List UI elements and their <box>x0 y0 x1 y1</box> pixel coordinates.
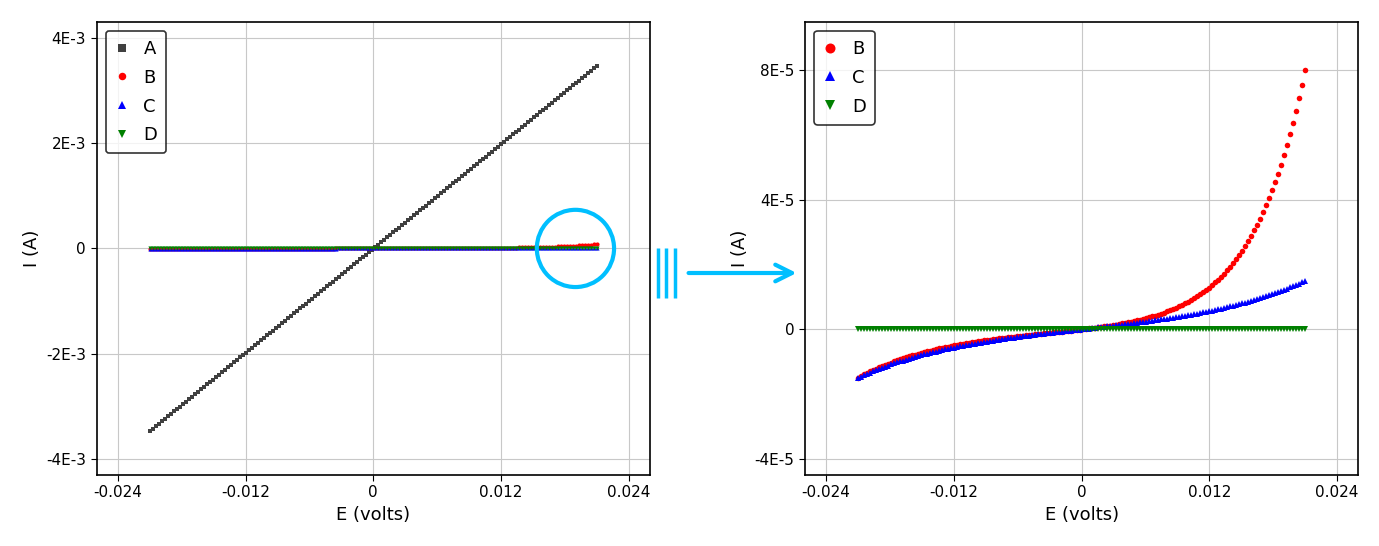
A <box>393 222 410 228</box>
B <box>142 246 159 252</box>
Y-axis label: I (A): I (A) <box>731 230 749 267</box>
B <box>1158 308 1175 314</box>
C <box>375 245 392 252</box>
D <box>1102 326 1118 333</box>
A <box>288 307 305 314</box>
A <box>510 126 527 133</box>
C <box>451 245 467 252</box>
B <box>393 245 410 252</box>
B <box>1219 267 1236 274</box>
C <box>1102 323 1118 329</box>
D <box>142 245 159 252</box>
B <box>1084 325 1100 331</box>
C <box>1219 304 1236 311</box>
Line: B: B <box>855 68 1307 381</box>
C <box>849 375 866 381</box>
D <box>1027 326 1044 333</box>
B <box>1027 331 1044 337</box>
B <box>1296 67 1313 74</box>
C <box>1027 331 1044 338</box>
Legend: B, C, D: B, C, D <box>814 31 874 124</box>
D <box>375 245 392 252</box>
C <box>1084 325 1100 331</box>
D <box>319 245 335 252</box>
Line: C: C <box>855 278 1307 381</box>
A <box>589 63 605 69</box>
Line: C: C <box>148 246 598 251</box>
Y-axis label: I (A): I (A) <box>22 230 40 267</box>
C <box>393 245 410 252</box>
D <box>1219 326 1236 333</box>
FancyArrowPatch shape <box>688 265 792 281</box>
D <box>849 326 866 333</box>
C <box>288 245 305 252</box>
B <box>288 245 305 252</box>
Line: A: A <box>148 64 598 433</box>
B <box>1102 322 1118 329</box>
D <box>288 245 305 252</box>
C <box>1296 277 1313 284</box>
D <box>1158 326 1175 333</box>
D <box>451 245 467 252</box>
D <box>1296 326 1313 333</box>
Line: D: D <box>148 246 598 251</box>
C <box>510 245 527 251</box>
C <box>142 246 159 252</box>
Legend: A, B, C, D: A, B, C, D <box>106 31 167 153</box>
A <box>319 283 335 290</box>
C <box>589 245 605 251</box>
B <box>375 245 392 252</box>
B <box>451 245 467 251</box>
D <box>393 245 410 252</box>
X-axis label: E (volts): E (volts) <box>336 506 411 524</box>
C <box>1158 315 1175 322</box>
C <box>319 245 335 252</box>
B <box>589 241 605 247</box>
D <box>510 245 527 252</box>
X-axis label: E (volts): E (volts) <box>1044 506 1118 524</box>
B <box>997 334 1014 341</box>
D <box>1084 326 1100 333</box>
B <box>510 244 527 251</box>
B <box>849 375 866 381</box>
D <box>997 326 1014 333</box>
Line: D: D <box>855 327 1307 332</box>
A <box>142 428 159 434</box>
A <box>375 236 392 243</box>
C <box>997 336 1014 342</box>
Line: B: B <box>148 242 598 251</box>
D <box>589 245 605 252</box>
A <box>451 175 467 182</box>
B <box>319 245 335 252</box>
